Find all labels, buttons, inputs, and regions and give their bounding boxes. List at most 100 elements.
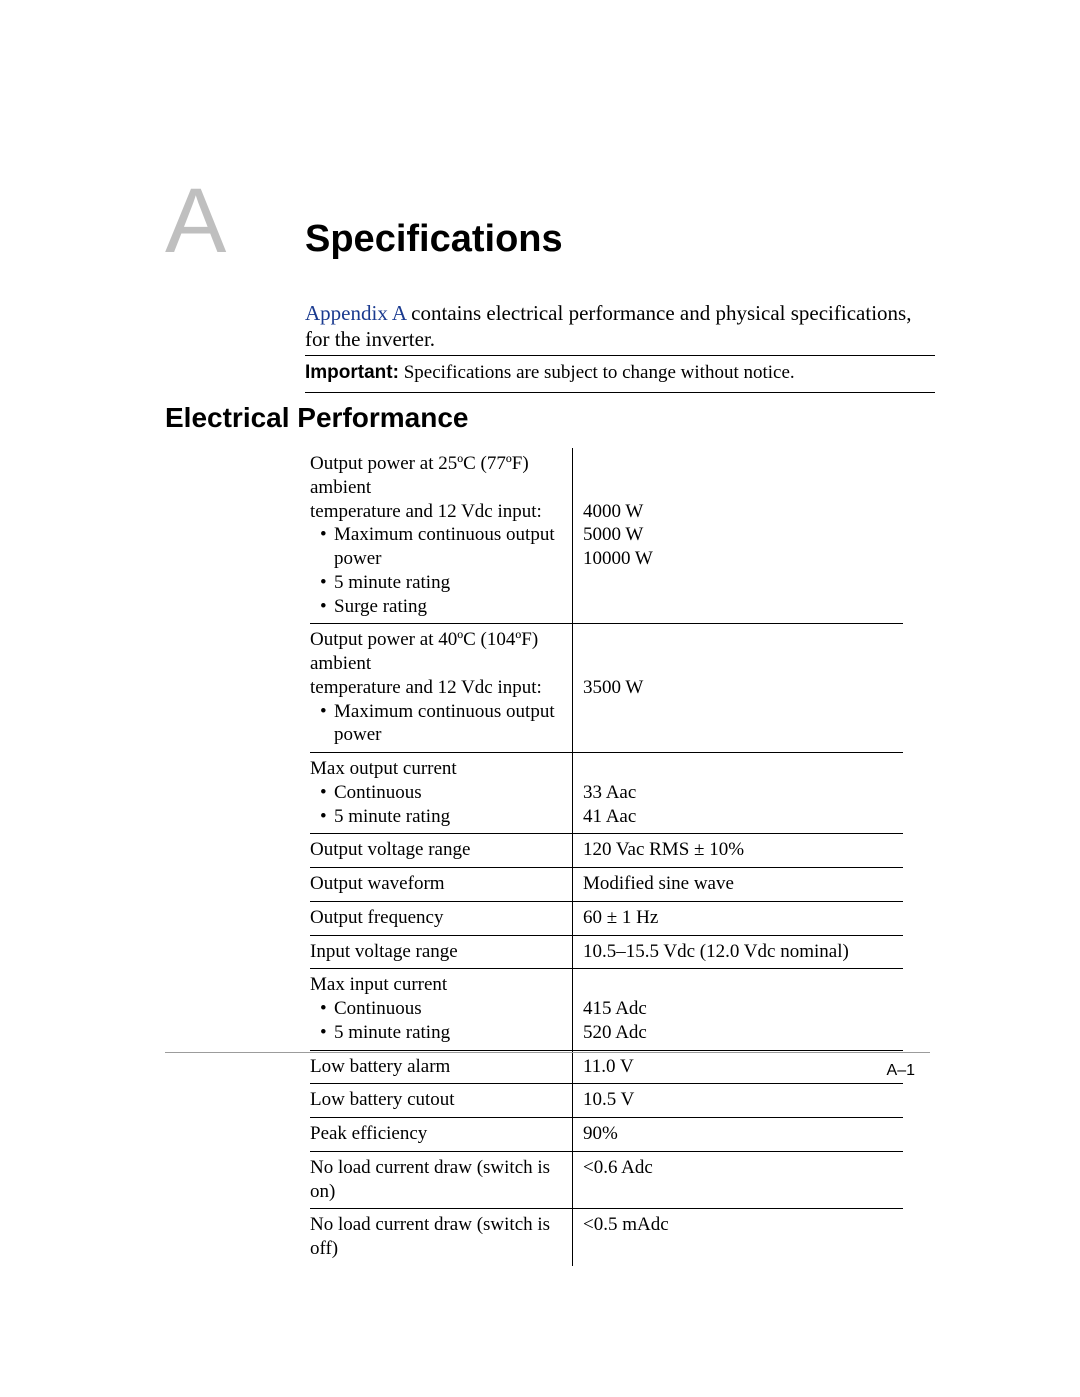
- page-number: A–1: [887, 1062, 915, 1080]
- spec-label-cell: Output power at 25ºC (77ºF) ambienttempe…: [310, 448, 573, 624]
- spec-value: 5000 W: [583, 523, 903, 547]
- spec-bullet: Continuous: [334, 997, 562, 1021]
- spec-value: 11.0 V: [583, 1055, 903, 1079]
- spec-value: <0.5 mAdc: [583, 1213, 903, 1237]
- spec-value-cell: 3500 W: [573, 624, 904, 753]
- table-row: Output power at 25ºC (77ºF) ambienttempe…: [310, 448, 903, 624]
- spec-value-cell: 10.5–15.5 Vdc (12.0 Vdc nominal): [573, 935, 904, 969]
- spec-value-cell: 415 Adc520 Adc: [573, 969, 904, 1050]
- table-row: Output power at 40ºC (104ºF) ambienttemp…: [310, 624, 903, 753]
- spec-value: 415 Adc: [583, 997, 903, 1021]
- spec-label-cell: No load current draw (switch is on): [310, 1151, 573, 1209]
- spec-value-cell: 120 Vac RMS ± 10%: [573, 834, 904, 868]
- spec-value-cell: <0.6 Adc: [573, 1151, 904, 1209]
- blank-line: [583, 452, 903, 476]
- spec-value-cell: 10.5 V: [573, 1084, 904, 1118]
- spec-value-cell: 4000 W5000 W10000 W: [573, 448, 904, 624]
- table-row: Peak efficiency 90%: [310, 1118, 903, 1152]
- spec-label-cell: No load current draw (switch is off): [310, 1209, 573, 1266]
- spec-label-cell: Input voltage range: [310, 935, 573, 969]
- blank-line: [583, 973, 903, 997]
- spec-label-cell: Low battery cutout: [310, 1084, 573, 1118]
- spec-value-cell: 11.0 V: [573, 1050, 904, 1084]
- spec-bullet-list: Continuous5 minute rating: [310, 781, 562, 829]
- spec-value: 3500 W: [583, 676, 903, 700]
- spec-value-cell: 90%: [573, 1118, 904, 1152]
- blank-line: [583, 628, 903, 652]
- spec-bullet: Maximum continuous output power: [334, 523, 562, 571]
- spec-table: Output power at 25ºC (77ºF) ambienttempe…: [310, 448, 903, 1266]
- spec-bullet: 5 minute rating: [334, 1021, 562, 1045]
- spec-label-cell: Output waveform: [310, 868, 573, 902]
- blank-line: [583, 476, 903, 500]
- spec-value: 10000 W: [583, 547, 903, 571]
- spec-value: 90%: [583, 1122, 903, 1146]
- spec-bullet-list: Maximum continuous output power: [310, 700, 562, 748]
- table-row: Low battery alarm 11.0 V: [310, 1050, 903, 1084]
- spec-value-cell: 33 Aac41 Aac: [573, 753, 904, 834]
- spec-bullet: 5 minute rating: [334, 805, 562, 829]
- page: A Specifications Appendix A contains ele…: [0, 0, 1080, 1397]
- spec-value: 33 Aac: [583, 781, 903, 805]
- spec-value: 10.5 V: [583, 1088, 903, 1112]
- spec-value-cell: Modified sine wave: [573, 868, 904, 902]
- spec-label-cell: Output frequency: [310, 901, 573, 935]
- spec-label-line: Output power at 25ºC (77ºF) ambient: [310, 452, 562, 500]
- table-row: Output waveform Modified sine wave: [310, 868, 903, 902]
- spec-label-line: Output voltage range: [310, 838, 562, 862]
- table-row: Max output currentContinuous5 minute rat…: [310, 753, 903, 834]
- spec-label-cell: Low battery alarm: [310, 1050, 573, 1084]
- spec-label-cell: Peak efficiency: [310, 1118, 573, 1152]
- spec-label-line: Max output current: [310, 757, 562, 781]
- spec-label-line: temperature and 12 Vdc input:: [310, 500, 562, 524]
- spec-label-line: Peak efficiency: [310, 1122, 562, 1146]
- table-row: Max input currentContinuous5 minute rati…: [310, 969, 903, 1050]
- spec-label-cell: Max input currentContinuous5 minute rati…: [310, 969, 573, 1050]
- spec-value: 60 ± 1 Hz: [583, 906, 903, 930]
- spec-value: 10.5–15.5 Vdc (12.0 Vdc nominal): [583, 940, 903, 964]
- spec-label-line: Output frequency: [310, 906, 562, 930]
- appendix-letter: A: [165, 175, 226, 267]
- spec-value: 520 Adc: [583, 1021, 903, 1045]
- intro-paragraph: Appendix A contains electrical performan…: [305, 300, 935, 353]
- table-row: Input voltage range 10.5–15.5 Vdc (12.0 V…: [310, 935, 903, 969]
- spec-value: 120 Vac RMS ± 10%: [583, 838, 903, 862]
- important-note: Important: Specifications are subject to…: [305, 355, 935, 393]
- table-row: Output frequency 60 ± 1 Hz: [310, 901, 903, 935]
- spec-label-line: No load current draw (switch is on): [310, 1156, 562, 1204]
- spec-label-line: Low battery cutout: [310, 1088, 562, 1112]
- spec-bullet: Continuous: [334, 781, 562, 805]
- spec-bullet-list: Continuous5 minute rating: [310, 997, 562, 1045]
- spec-label-line: Max input current: [310, 973, 562, 997]
- section-heading: Electrical Performance: [165, 402, 469, 434]
- spec-bullet: Surge rating: [334, 595, 562, 619]
- spec-value: 41 Aac: [583, 805, 903, 829]
- spec-label-cell: Output voltage range: [310, 834, 573, 868]
- spec-value-cell: <0.5 mAdc: [573, 1209, 904, 1266]
- spec-label-line: Input voltage range: [310, 940, 562, 964]
- spec-bullet: Maximum continuous output power: [334, 700, 562, 748]
- spec-label-line: Output power at 40ºC (104ºF) ambient: [310, 628, 562, 676]
- table-row: No load current draw (switch is off) <0.5…: [310, 1209, 903, 1266]
- spec-label-cell: Max output currentContinuous5 minute rat…: [310, 753, 573, 834]
- spec-value: 4000 W: [583, 500, 903, 524]
- spec-bullet-list: Maximum continuous output power5 minute …: [310, 523, 562, 618]
- blank-line: [583, 757, 903, 781]
- spec-value: <0.6 Adc: [583, 1156, 903, 1180]
- spec-label-line: Output waveform: [310, 872, 562, 896]
- spec-label-line: temperature and 12 Vdc input:: [310, 676, 562, 700]
- appendix-link[interactable]: Appendix A: [305, 301, 406, 325]
- table-row: Output voltage range 120 Vac RMS ± 10%: [310, 834, 903, 868]
- important-text: Specifications are subject to change wit…: [399, 362, 795, 383]
- spec-value-cell: 60 ± 1 Hz: [573, 901, 904, 935]
- table-row: Low battery cutout 10.5 V: [310, 1084, 903, 1118]
- spec-bullet: 5 minute rating: [334, 571, 562, 595]
- spec-label-line: No load current draw (switch is off): [310, 1213, 562, 1261]
- table-row: No load current draw (switch is on) <0.6 …: [310, 1151, 903, 1209]
- spec-label-cell: Output power at 40ºC (104ºF) ambienttemp…: [310, 624, 573, 753]
- spec-value: Modified sine wave: [583, 872, 903, 896]
- blank-line: [583, 652, 903, 676]
- footer-rule: [165, 1052, 930, 1053]
- important-label: Important:: [305, 362, 399, 383]
- chapter-title: Specifications: [305, 218, 563, 261]
